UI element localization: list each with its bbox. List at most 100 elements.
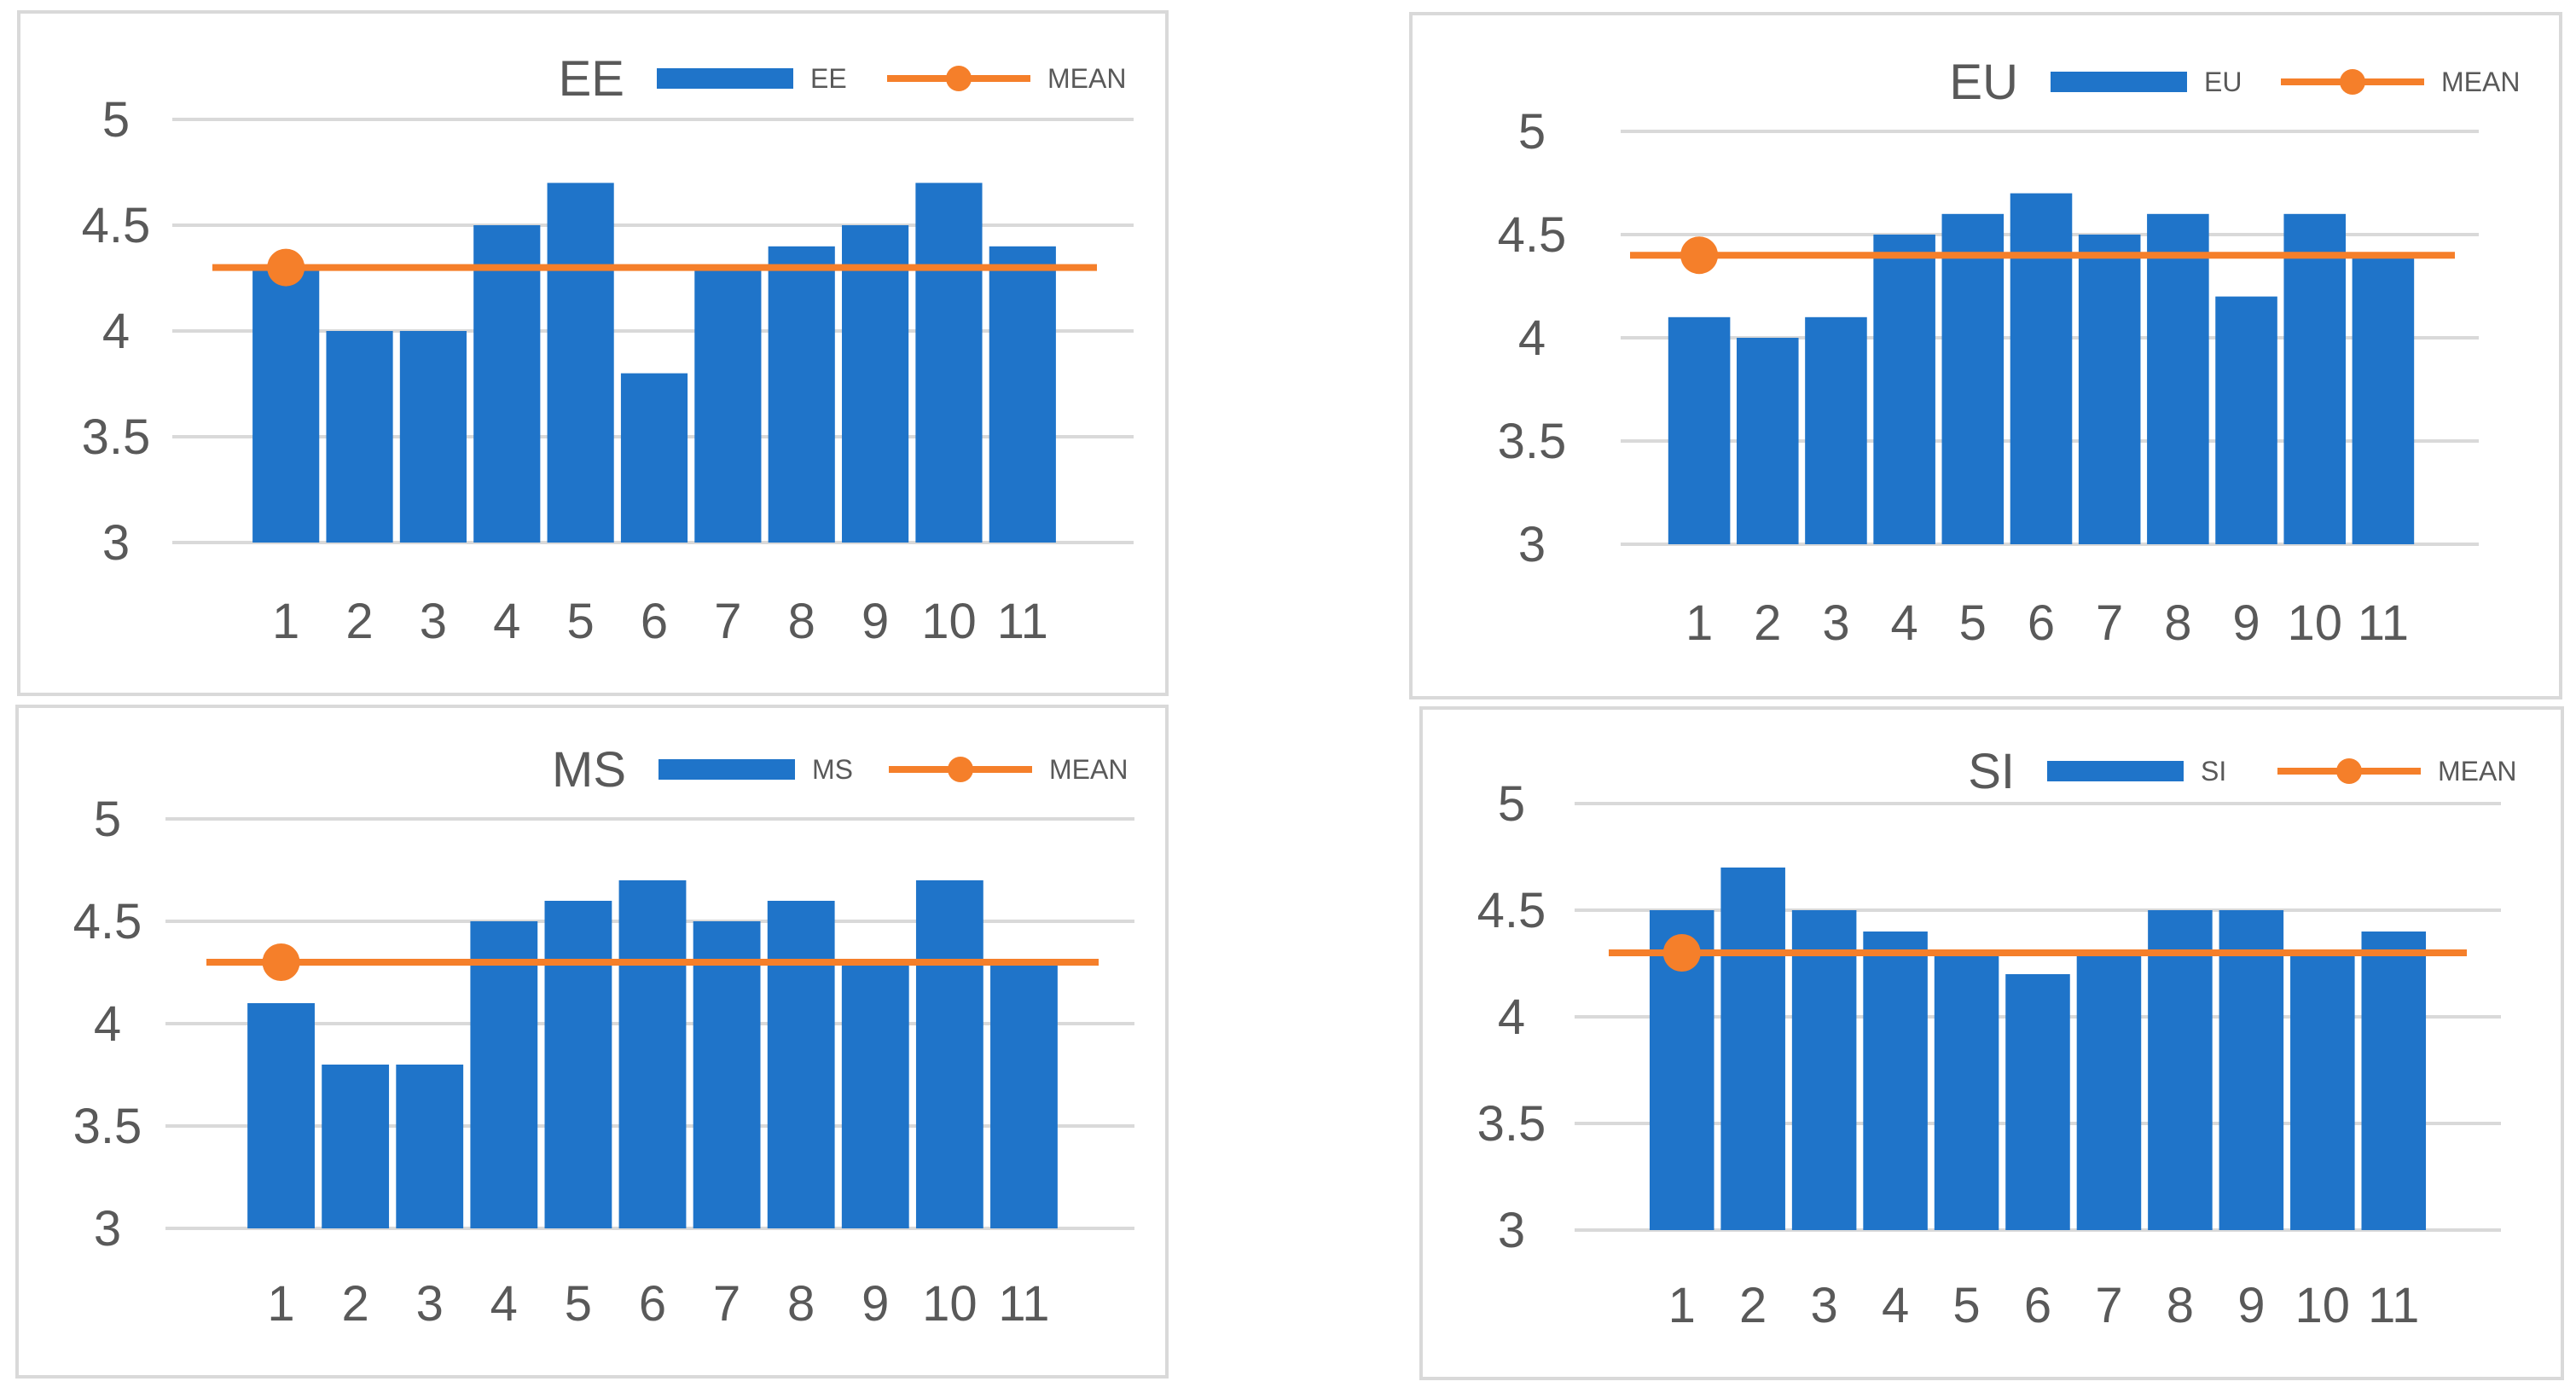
x-tick-label: 2 bbox=[1754, 595, 1781, 651]
x-tick-label: 5 bbox=[1959, 595, 1987, 651]
x-tick-label: 3 bbox=[1822, 595, 1849, 651]
bar-9 bbox=[2215, 296, 2277, 544]
mean-marker bbox=[1662, 934, 1701, 972]
mean-marker bbox=[262, 943, 300, 981]
x-tick-label: 6 bbox=[2024, 1278, 2051, 1333]
bar-3 bbox=[1805, 316, 1867, 544]
bar-8 bbox=[767, 901, 835, 1228]
bar-4 bbox=[470, 921, 538, 1228]
mean-marker bbox=[267, 248, 305, 287]
bar-3 bbox=[399, 331, 467, 543]
x-tick-label: 4 bbox=[1891, 595, 1918, 651]
legend-bar-label: EE bbox=[810, 63, 847, 94]
legend-mean-label: MEAN bbox=[2438, 756, 2516, 786]
legend-mean-label: MEAN bbox=[1049, 754, 1128, 785]
bar-6 bbox=[2010, 193, 2073, 544]
x-tick-label: 9 bbox=[862, 1276, 889, 1332]
x-tick-label: 11 bbox=[2368, 1278, 2419, 1333]
x-tick-label: 10 bbox=[921, 594, 977, 649]
x-tick-label: 9 bbox=[862, 594, 889, 649]
bar-2 bbox=[1720, 868, 1785, 1230]
legend-bar-label: EU bbox=[2204, 67, 2242, 97]
x-tick-label: 10 bbox=[922, 1276, 978, 1332]
y-tick-label: 3.5 bbox=[1477, 1096, 1546, 1152]
bar-9 bbox=[842, 225, 909, 543]
bar-4 bbox=[473, 225, 541, 543]
x-tick-label: 1 bbox=[267, 1276, 294, 1332]
y-tick-label: 3 bbox=[94, 1201, 121, 1257]
bar-2 bbox=[1736, 338, 1799, 544]
bar-8 bbox=[2147, 213, 2209, 545]
x-tick-label: 1 bbox=[272, 594, 299, 649]
y-tick-label: 5 bbox=[94, 792, 121, 847]
ee-chart-panel: 3 3.5 4 4.5 5 1 2 3 4 5 6 7 8 9 10 11 EE EE MEAN bbox=[17, 10, 1169, 696]
bar-6 bbox=[618, 880, 687, 1228]
bar-5 bbox=[1941, 213, 2005, 545]
y-tick-label: 3 bbox=[1518, 517, 1546, 572]
si-chart-panel: 3 3.5 4 4.5 5 1 2 3 4 5 6 7 8 9 10 11 SI SI MEAN bbox=[1419, 706, 2564, 1380]
legend-bar-swatch bbox=[659, 759, 795, 780]
bar-7 bbox=[2078, 235, 2141, 544]
x-tick-label: 8 bbox=[787, 1276, 815, 1332]
y-tick-label: 4 bbox=[94, 996, 121, 1052]
bar-11 bbox=[2361, 932, 2427, 1230]
x-tick-label: 7 bbox=[713, 1276, 740, 1332]
bar-11 bbox=[989, 246, 1056, 543]
legend-bar-swatch bbox=[657, 68, 793, 89]
x-tick-label: 2 bbox=[345, 594, 373, 649]
bar-5 bbox=[547, 183, 614, 543]
y-tick-label: 4 bbox=[1518, 311, 1546, 366]
x-tick-label: 5 bbox=[1952, 1278, 1980, 1333]
bar-7 bbox=[693, 921, 761, 1228]
bar-5 bbox=[544, 901, 612, 1228]
bar-10 bbox=[915, 880, 983, 1228]
x-tick-label: 11 bbox=[998, 1276, 1049, 1332]
x-tick-label: 2 bbox=[342, 1276, 369, 1332]
legend-bar-swatch bbox=[2047, 761, 2184, 781]
bar-4 bbox=[1873, 235, 1935, 544]
bar-10 bbox=[2290, 953, 2355, 1230]
y-tick-label: 5 bbox=[1518, 104, 1546, 160]
x-tick-label: 6 bbox=[641, 594, 668, 649]
bar-1 bbox=[247, 1003, 315, 1228]
x-tick-label: 10 bbox=[2295, 1278, 2351, 1333]
x-tick-label: 8 bbox=[788, 594, 815, 649]
x-tick-label: 7 bbox=[2095, 1278, 2122, 1333]
bar-6 bbox=[2005, 974, 2070, 1230]
y-tick-label: 4.5 bbox=[1477, 883, 1546, 938]
bar-1 bbox=[1668, 316, 1731, 544]
legend-mean-marker bbox=[2336, 758, 2362, 784]
chart-title: MS bbox=[552, 742, 626, 798]
x-tick-label: 3 bbox=[420, 594, 447, 649]
x-tick-label: 2 bbox=[1739, 1278, 1767, 1333]
x-tick-label: 6 bbox=[2028, 595, 2055, 651]
x-tick-label: 3 bbox=[416, 1276, 444, 1332]
legend-mean-marker bbox=[948, 757, 973, 782]
chart-title: EU bbox=[1949, 55, 2018, 110]
bar-2 bbox=[326, 331, 393, 543]
bar-9 bbox=[2219, 910, 2284, 1230]
y-tick-label: 3.5 bbox=[73, 1099, 142, 1154]
legend-mean-label: MEAN bbox=[2441, 67, 2520, 97]
chart-title: SI bbox=[1968, 744, 2015, 799]
x-tick-label: 3 bbox=[1811, 1278, 1838, 1333]
bar-8 bbox=[2148, 910, 2213, 1230]
y-tick-label: 3.5 bbox=[82, 409, 151, 465]
bar-7 bbox=[2076, 953, 2142, 1230]
x-tick-label: 1 bbox=[1685, 595, 1713, 651]
y-tick-label: 5 bbox=[1498, 776, 1525, 832]
x-tick-label: 8 bbox=[2164, 595, 2191, 651]
x-tick-label: 8 bbox=[2167, 1278, 2194, 1333]
y-tick-label: 4 bbox=[1498, 990, 1525, 1045]
x-tick-label: 11 bbox=[997, 594, 1048, 649]
y-tick-label: 5 bbox=[102, 92, 130, 148]
legend-mean-marker bbox=[946, 66, 972, 91]
x-tick-label: 1 bbox=[1668, 1278, 1696, 1333]
legend-mean-label: MEAN bbox=[1047, 63, 1126, 94]
bar-3 bbox=[396, 1065, 464, 1228]
chart-title: EE bbox=[559, 51, 624, 107]
